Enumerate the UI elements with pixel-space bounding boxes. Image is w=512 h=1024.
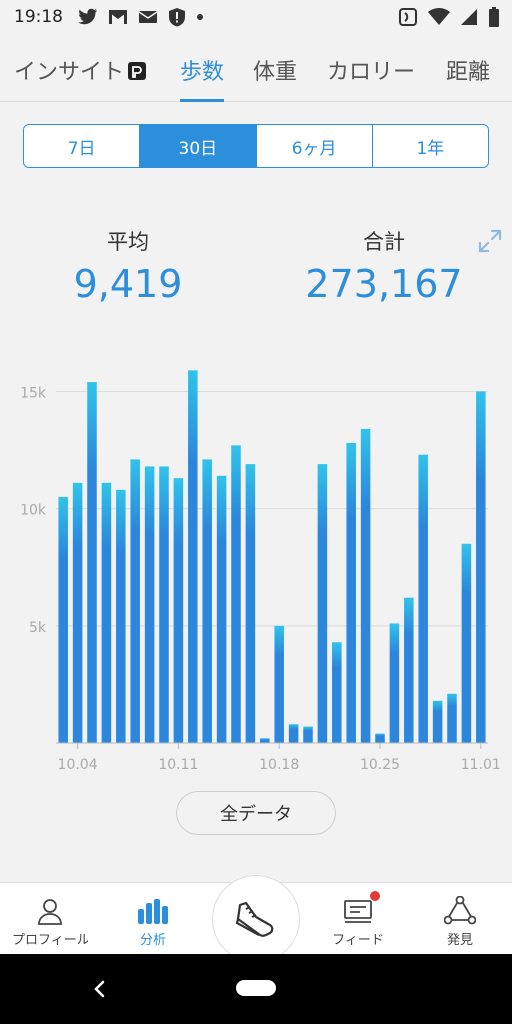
person-icon (34, 895, 66, 927)
bar-10.16[interactable] (245, 464, 256, 743)
feed-icon (342, 895, 374, 927)
bar-10.31[interactable] (461, 543, 472, 743)
status-notification-icons (78, 7, 204, 27)
x-tick-label: 11.01 (461, 757, 501, 773)
bar-10.06[interactable] (101, 482, 112, 743)
all-data-button[interactable]: 全データ (176, 791, 336, 835)
bar-10.04[interactable] (72, 482, 83, 743)
bar-10.17[interactable] (260, 738, 270, 743)
nav-feed-label: フィード (332, 933, 384, 948)
y-tick-label: 5k (29, 620, 47, 636)
signal-icon (461, 9, 477, 25)
nav-analysis[interactable]: 分析 (103, 883, 203, 955)
tab-distance[interactable]: 距離 (446, 54, 490, 86)
range-7d-button[interactable]: 7日 (24, 125, 141, 167)
tab-insight[interactable]: インサイト (14, 54, 147, 86)
nav-feed[interactable]: フィード (308, 883, 408, 955)
dot-icon (197, 14, 203, 20)
nav-analysis-label: 分析 (139, 933, 166, 948)
bar-10.15[interactable] (231, 445, 241, 743)
bar-10.03[interactable] (58, 496, 68, 743)
bar-10.21[interactable] (317, 464, 328, 743)
bar-10.12[interactable] (188, 370, 198, 743)
tab-distance-label: 距離 (446, 60, 491, 85)
tab-steps-label: 歩数 (180, 60, 225, 85)
bar-10.08[interactable] (130, 459, 140, 743)
average-label: 平均 (107, 230, 149, 254)
x-tick-label: 10.04 (58, 757, 98, 773)
metric-tabs: インサイト 歩数 体重 カロリー 距離 (0, 36, 512, 102)
range-selector: 7日 30日 6ヶ月 1年 (23, 124, 489, 168)
status-bar: 19:18 (0, 0, 512, 36)
bar-10.11[interactable] (173, 478, 184, 743)
bar-10.29[interactable] (432, 700, 443, 743)
nav-profile-label: プロフィール (12, 933, 88, 946)
nav-discover-label: 発見 (446, 933, 473, 948)
nav-profile[interactable]: プロフィール (0, 883, 100, 955)
bar-10.09[interactable] (144, 466, 155, 743)
premium-badge-icon (128, 62, 147, 80)
sneaker-icon (235, 901, 274, 937)
expand-icon[interactable] (477, 228, 503, 254)
range-6m-button[interactable]: 6ヶ月 (257, 125, 373, 167)
total-label: 合計 (363, 230, 405, 254)
bar-10.25[interactable] (375, 733, 385, 743)
range-30d-button[interactable]: 30日 (140, 125, 257, 167)
bar-10.24[interactable] (360, 428, 371, 743)
bar-10.28[interactable] (418, 454, 428, 743)
bottom-navigation: プロフィール 分析 フィード 発見 (0, 875, 512, 963)
mail-icon (138, 11, 158, 23)
record-activity-button[interactable] (212, 875, 300, 963)
bar-chart-icon (137, 895, 169, 927)
bar-10.19[interactable] (288, 724, 299, 743)
bar-11.01[interactable] (476, 391, 486, 743)
bar-10.23[interactable] (346, 443, 356, 743)
bar-10.13[interactable] (202, 459, 212, 743)
x-tick-label: 10.18 (259, 757, 299, 773)
bar-10.10[interactable] (159, 466, 169, 743)
average-value: 9,419 (73, 262, 183, 306)
gmail-icon (109, 10, 127, 24)
tab-calories-label: カロリー (327, 60, 416, 85)
bar-10.07[interactable] (116, 489, 126, 743)
nfc-icon (399, 8, 417, 26)
feed-notification-badge (370, 891, 380, 901)
status-system-icons (398, 7, 500, 27)
bar-10.26[interactable] (389, 623, 400, 743)
shield-alert-icon (169, 8, 185, 27)
tab-calories[interactable]: カロリー (327, 54, 415, 86)
nav-discover[interactable]: 発見 (410, 883, 510, 955)
system-navigation-bar (0, 954, 512, 1024)
tab-insight-label: インサイト (14, 60, 125, 85)
steps-bar-chart: 5k 10k 15k 10.04 10.11 10.18 10.25 11.01 (20, 370, 501, 773)
discover-icon (444, 895, 476, 927)
bar-10.30[interactable] (447, 693, 457, 743)
bar-10.20[interactable] (303, 726, 313, 743)
bar-10.27[interactable] (404, 597, 414, 743)
x-tick-label: 10.11 (158, 757, 198, 773)
tab-weight-label: 体重 (253, 60, 298, 85)
x-tick-label: 10.25 (360, 757, 400, 773)
tab-weight[interactable]: 体重 (253, 54, 297, 86)
total-value: 273,167 (305, 262, 463, 306)
bar-10.18[interactable] (274, 625, 284, 743)
home-button[interactable] (236, 980, 276, 996)
back-icon[interactable] (90, 978, 110, 1000)
battery-icon (489, 7, 499, 27)
y-tick-label: 15k (20, 385, 47, 401)
range-1y-button[interactable]: 1年 (416, 138, 445, 159)
active-tab-indicator (180, 99, 224, 102)
bar-10.22[interactable] (332, 642, 342, 743)
wifi-icon (428, 8, 450, 25)
twitter-icon (78, 8, 97, 25)
bar-10.14[interactable] (216, 475, 227, 743)
bar-10.05[interactable] (87, 382, 97, 743)
status-time: 19:18 (14, 7, 63, 27)
y-tick-label: 10k (20, 503, 47, 519)
tab-steps[interactable]: 歩数 (180, 54, 224, 86)
